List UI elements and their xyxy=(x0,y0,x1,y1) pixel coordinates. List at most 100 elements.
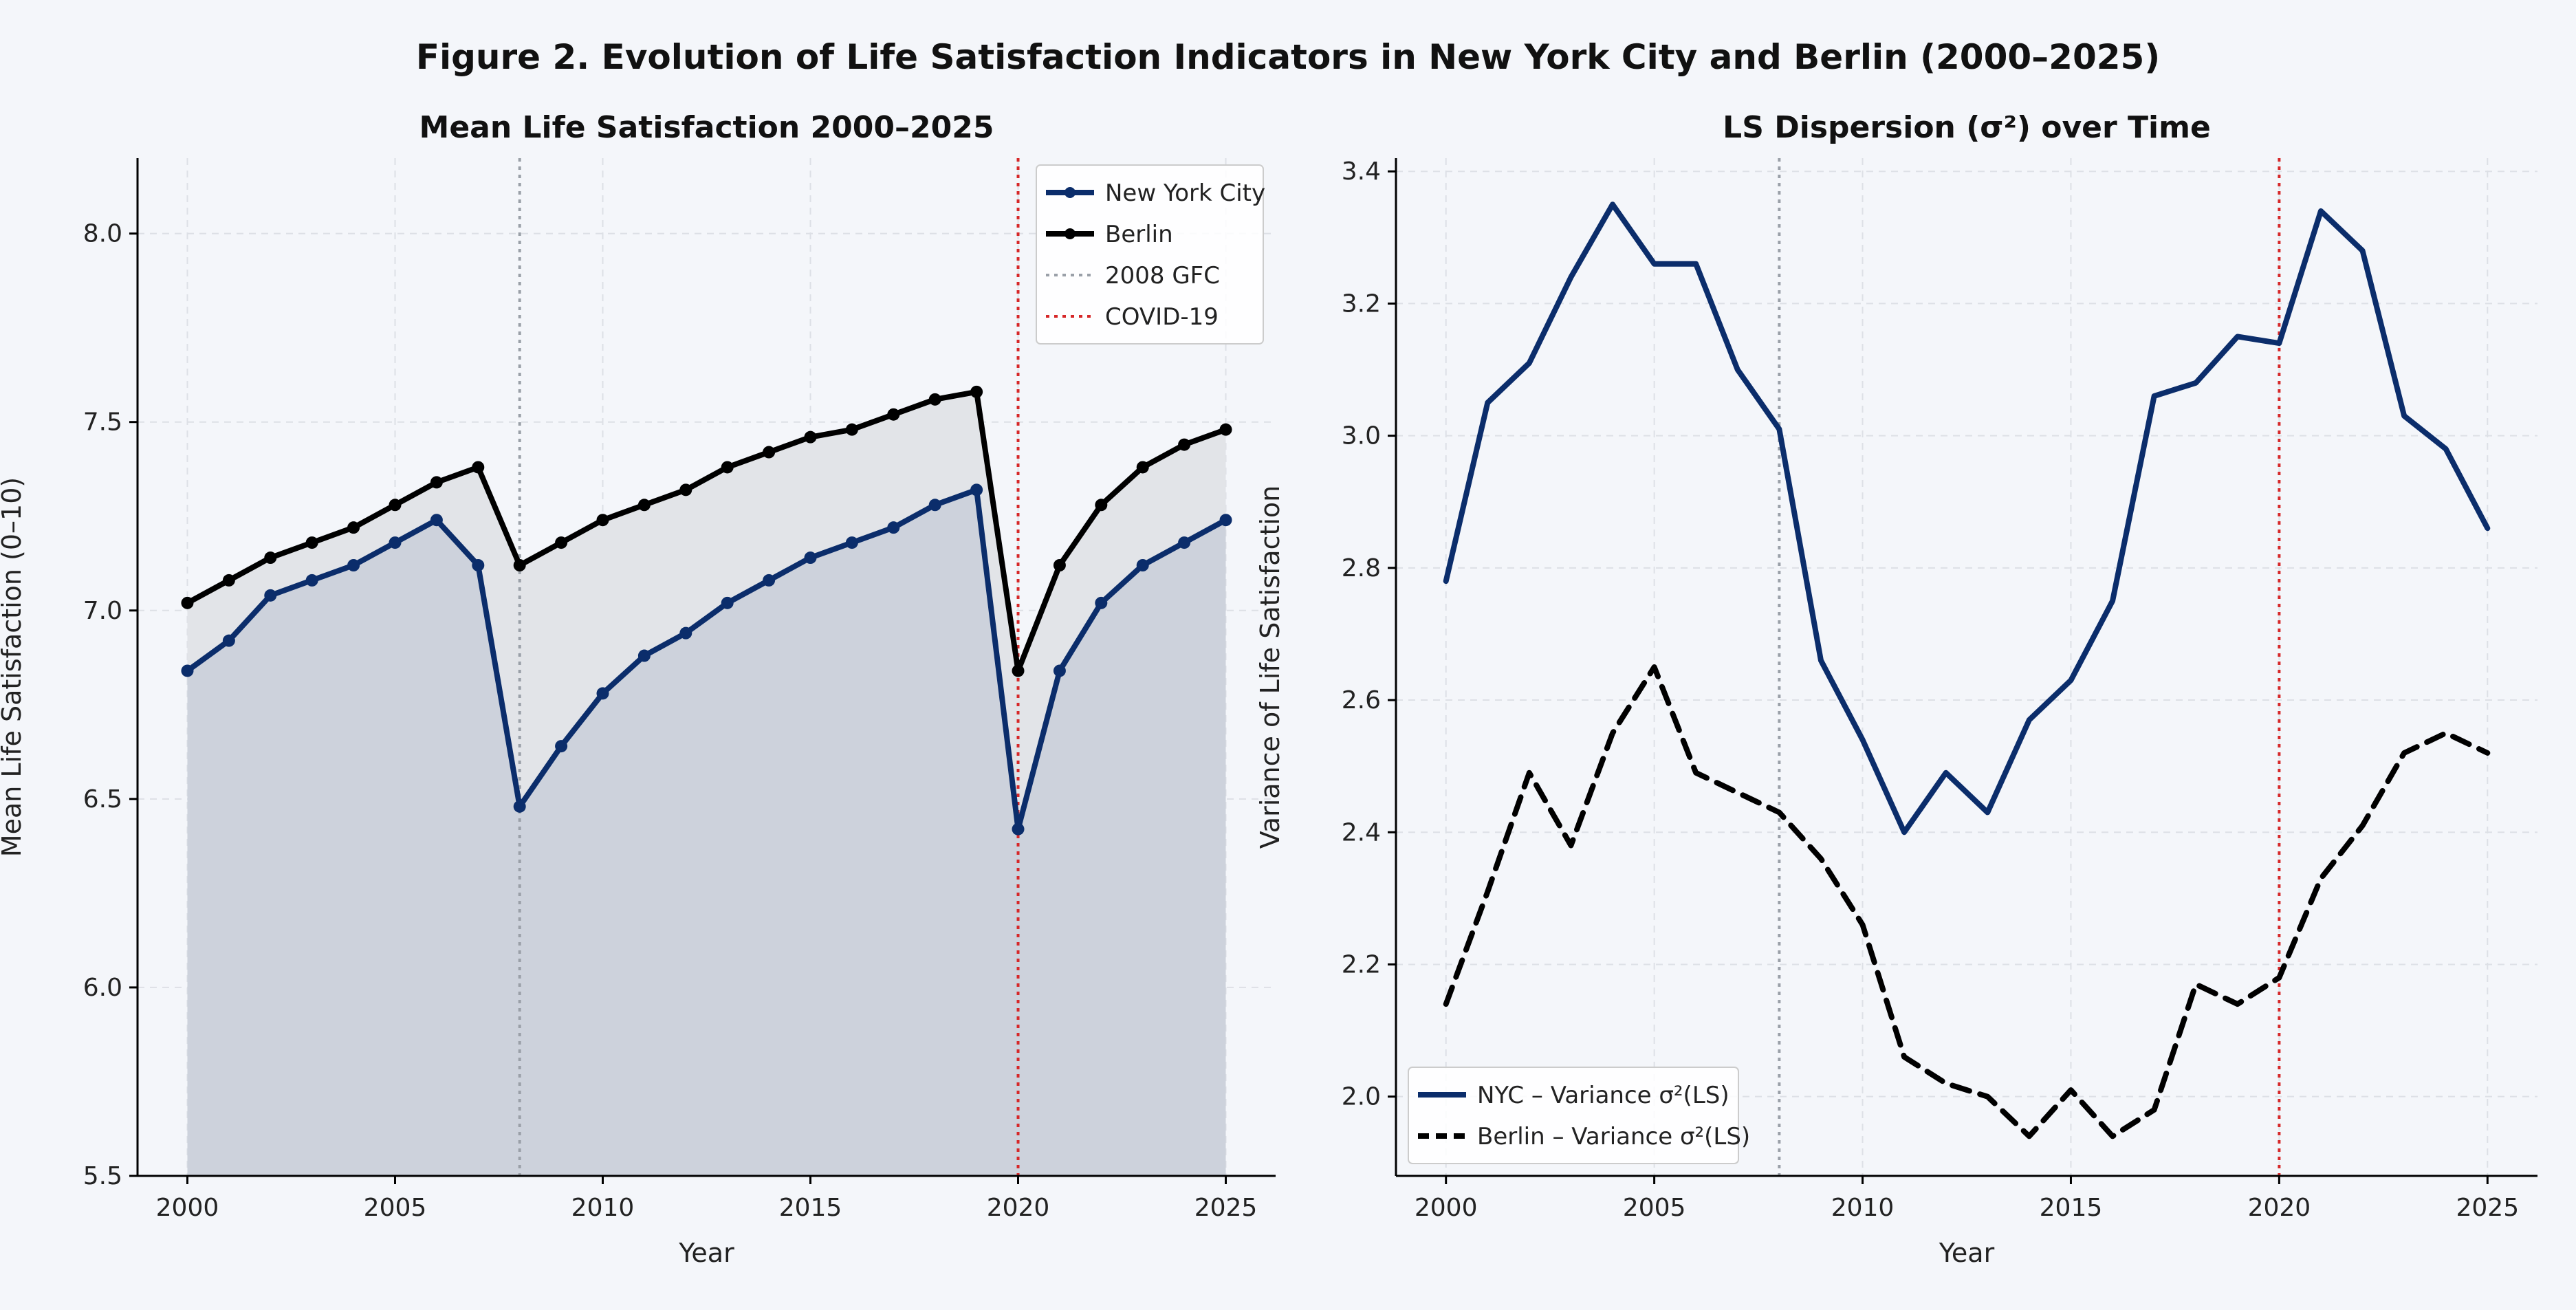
nyc-data-point xyxy=(555,740,568,753)
nyc-data-point xyxy=(430,514,443,527)
nyc-data-point xyxy=(1136,559,1149,571)
nyc-data-point xyxy=(305,574,318,587)
x-tick-label: 2015 xyxy=(779,1194,842,1222)
berlin-data-point xyxy=(472,461,485,474)
nyc-data-point xyxy=(679,626,692,640)
y-tick-label: 2.8 xyxy=(1342,554,1381,582)
x-tick-label: 2015 xyxy=(2040,1194,2103,1222)
nyc-legend-marker xyxy=(1065,187,1076,198)
nyc-series-line xyxy=(1443,201,2491,836)
berlin-data-point xyxy=(347,521,360,534)
nyc-data-point xyxy=(389,536,402,549)
berlin-data-point xyxy=(222,574,235,587)
x-axis-label: Year xyxy=(678,1238,734,1268)
legend: NYC – Variance σ²(LS) Berlin – Variance σ… xyxy=(1408,1067,1750,1164)
y-tick-label: 3.2 xyxy=(1342,290,1381,318)
berlin-data-point xyxy=(1095,499,1108,512)
berlin-data-point xyxy=(181,596,194,609)
berlin-data-point xyxy=(1053,559,1066,571)
nyc-data-point xyxy=(222,634,235,647)
y-tick-label: 7.0 xyxy=(83,597,122,625)
y-tick-label: 3.4 xyxy=(1342,157,1381,186)
nyc-data-point xyxy=(1012,822,1025,836)
x-tick-label: 2010 xyxy=(1831,1194,1895,1222)
nyc-data-point xyxy=(472,559,485,571)
x-tick-label: 2005 xyxy=(364,1194,427,1222)
y-tick-label: 6.0 xyxy=(83,974,122,1002)
nyc-data-point xyxy=(970,483,983,496)
gap-area-fill xyxy=(187,391,1226,829)
y-tick-label: 2.0 xyxy=(1342,1083,1381,1111)
berlin-data-point xyxy=(763,446,776,459)
legend: New York City Berlin 2008 GFC COVID-19 xyxy=(1036,164,1265,345)
nyc-data-point xyxy=(347,559,360,571)
panel-title: LS Dispersion (σ²) over Time xyxy=(1723,110,2211,145)
berlin-data-point xyxy=(264,552,277,565)
legend-box xyxy=(1036,164,1264,345)
gfc-legend-label: 2008 GFC xyxy=(1105,262,1220,290)
nyc-data-point xyxy=(513,800,526,813)
berlin-series-line xyxy=(184,389,1229,674)
berlin-data-point xyxy=(305,536,318,549)
berlin-series-line xyxy=(1443,664,2491,1139)
y-tick-label: 2.2 xyxy=(1342,950,1381,979)
berlin-data-point xyxy=(389,499,402,512)
berlin-data-point xyxy=(596,514,609,527)
nyc-data-point xyxy=(1178,536,1191,549)
y-tick-label: 2.6 xyxy=(1342,686,1381,714)
nyc-legend-label: New York City xyxy=(1105,179,1265,207)
nyc-data-point xyxy=(1053,664,1066,677)
y-axis-label: Variance of Life Satisfaction xyxy=(1255,485,1285,849)
y-axis-label: Mean Life Satisfaction (0–10) xyxy=(0,477,27,857)
berlin-legend-marker xyxy=(1065,228,1076,239)
berlin-data-point xyxy=(845,423,858,436)
x-tick-label: 2020 xyxy=(2248,1194,2311,1222)
nyc-data-point xyxy=(721,596,734,609)
berlin-data-point xyxy=(679,483,692,496)
panel-title: Mean Life Satisfaction 2000–2025 xyxy=(419,110,994,145)
berlin-data-point xyxy=(513,559,526,571)
x-tick-label: 2010 xyxy=(571,1194,635,1222)
y-tick-label: 6.5 xyxy=(83,785,122,814)
berlin-data-point xyxy=(721,461,734,474)
variance-panel: 2000 2005 2010 2015 2020 2025 2.0 2.2 2.4 2.6 2.8 3… xyxy=(1255,110,2537,1268)
nyc-data-point xyxy=(845,536,858,549)
nyc-data-point xyxy=(264,589,277,602)
figure-title: Figure 2. Evolution of Life Satisfaction… xyxy=(416,37,2160,77)
berlin-data-point xyxy=(1219,423,1232,436)
x-tick-label: 2025 xyxy=(1194,1194,1258,1222)
y-tick-label: 7.5 xyxy=(83,408,122,437)
berlin-data-point xyxy=(804,430,817,444)
nyc-data-point xyxy=(1095,596,1108,609)
berlin-data-point xyxy=(430,476,443,489)
berlin-data-point xyxy=(1012,664,1025,677)
berlin-data-point xyxy=(970,385,983,398)
nyc-area-fill xyxy=(187,490,1226,1176)
berlin-data-point xyxy=(555,536,568,549)
covid-legend-label: COVID-19 xyxy=(1105,303,1219,331)
berlin-data-point xyxy=(887,408,900,421)
berlin-data-point xyxy=(928,393,941,406)
nyc-data-point xyxy=(637,649,651,662)
y-tick-label: 2.4 xyxy=(1342,818,1381,847)
nyc-data-point xyxy=(804,552,817,565)
berlin-legend-label: Berlin – Variance σ²(LS) xyxy=(1477,1123,1750,1150)
x-tick-label: 2025 xyxy=(2456,1194,2519,1222)
nyc-legend-label: NYC – Variance σ²(LS) xyxy=(1477,1082,1729,1109)
nyc-data-point xyxy=(596,687,609,700)
x-tick-label: 2005 xyxy=(1623,1194,1686,1222)
x-tick-label: 2020 xyxy=(987,1194,1050,1222)
nyc-data-point xyxy=(181,664,194,677)
x-tick-label: 2000 xyxy=(1415,1194,1478,1222)
berlin-data-point xyxy=(1178,438,1191,451)
nyc-data-point xyxy=(887,521,900,534)
legend-box xyxy=(1408,1067,1739,1164)
nyc-series-line xyxy=(184,487,1229,832)
berlin-data-point xyxy=(637,499,651,512)
x-axis-label: Year xyxy=(1939,1238,1995,1268)
y-tick-label: 8.0 xyxy=(83,220,122,248)
x-tick-label: 2000 xyxy=(156,1194,219,1222)
nyc-data-point xyxy=(763,574,776,587)
mean-ls-panel: 2000 2005 2010 2015 2020 2025 5.5 6.0 6.5 7.0 7.5 8… xyxy=(0,110,1276,1268)
